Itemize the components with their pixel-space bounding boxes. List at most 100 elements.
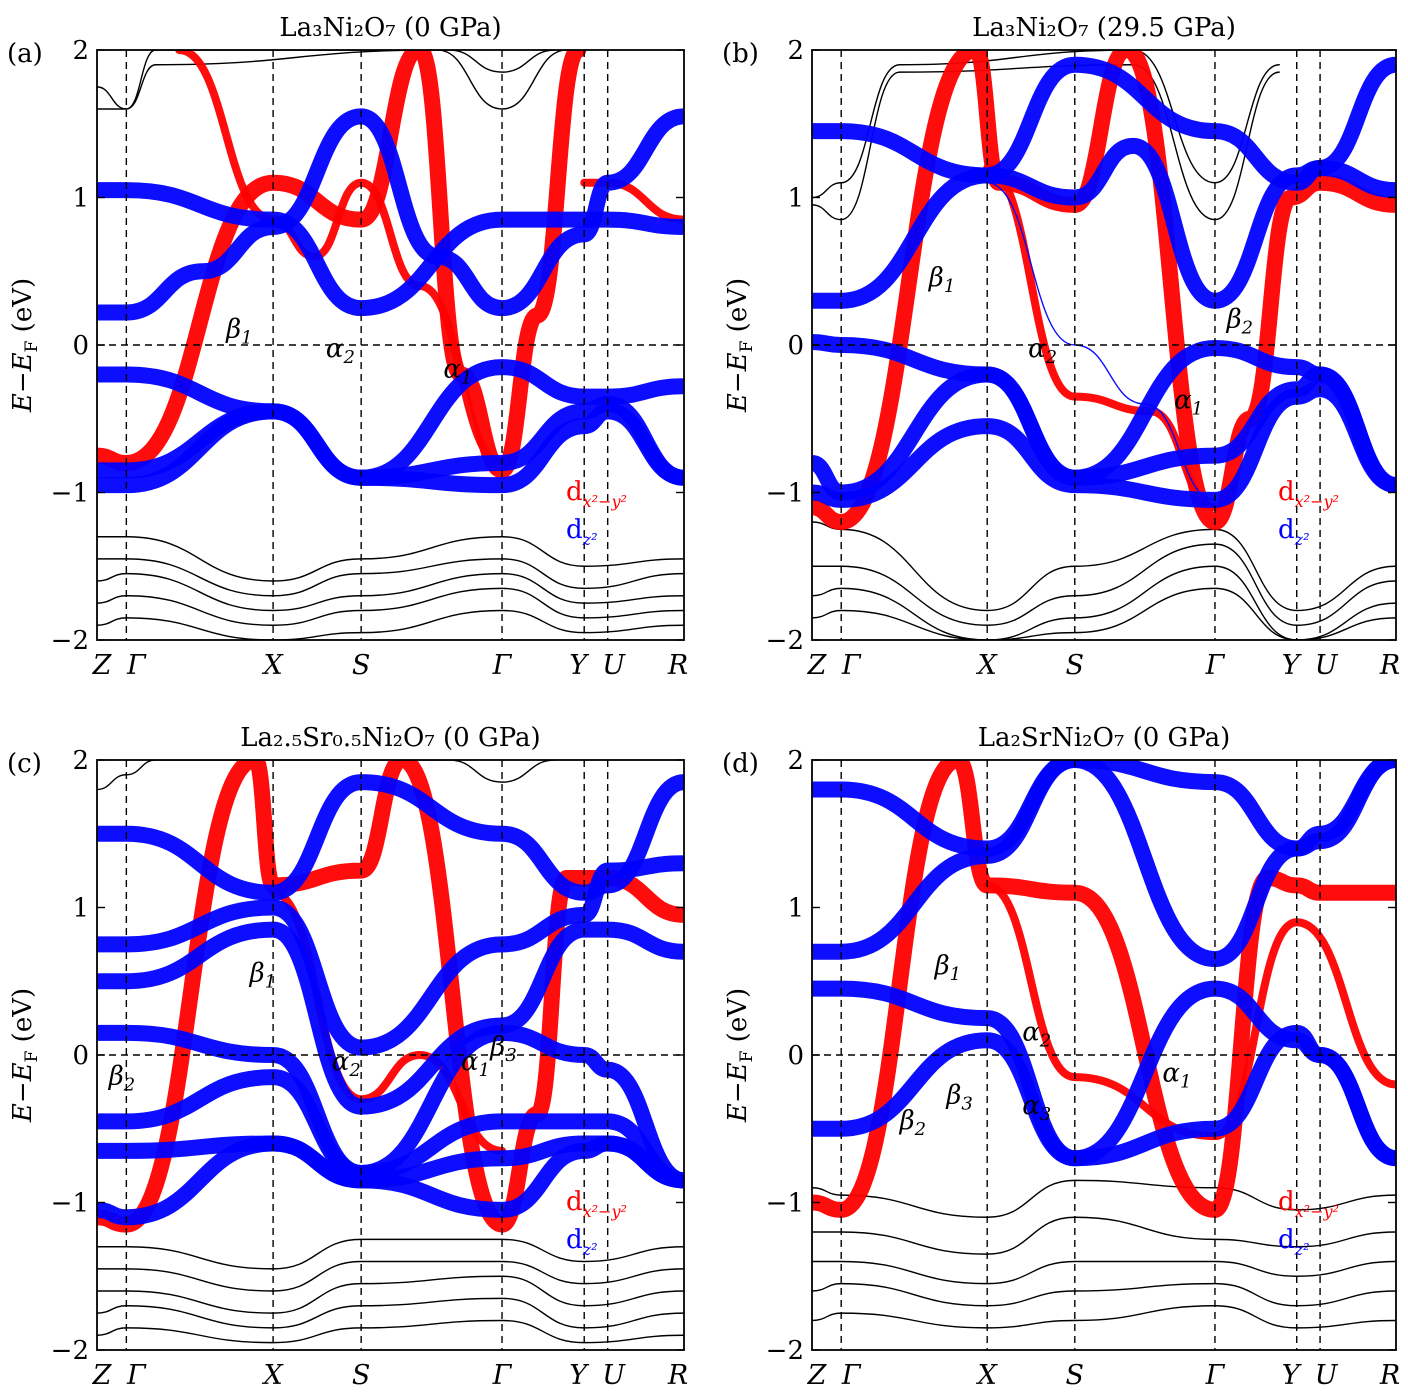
band-annotation: β2 — [899, 1106, 926, 1140]
y-tick-label: 0 — [72, 331, 89, 361]
k-point-label: Γ — [492, 650, 513, 681]
panel-label: (c) — [7, 749, 42, 779]
legend-dz2: dz² — [566, 515, 598, 549]
y-axis-subscript: F — [737, 1050, 757, 1062]
k-point-label: R — [1379, 1360, 1400, 1391]
band-annotation-sub: 1 — [241, 328, 252, 349]
legend-dz2-sub: z² — [582, 1240, 598, 1259]
legend-d-red: d — [566, 477, 583, 507]
band-annotation: α1 — [1174, 385, 1203, 419]
band-blue-10 — [97, 921, 684, 1115]
k-point-label: Γ — [841, 1360, 862, 1391]
k-point-label: U — [602, 1360, 626, 1391]
y-tick-label: 2 — [72, 36, 89, 66]
band-annotation-sub: 1 — [944, 276, 955, 297]
band-annotation: β1 — [934, 951, 961, 985]
y-axis-symbol-fermi: −E — [8, 1062, 38, 1103]
band-black-4 — [97, 1297, 684, 1329]
y-axis-symbol: E — [723, 393, 753, 413]
k-point-label: Y — [569, 1360, 589, 1391]
band-red-8 — [175, 50, 507, 467]
y-tick-label: 1 — [72, 894, 89, 924]
k-point-label: S — [352, 1360, 371, 1391]
k-point-label: R — [667, 1360, 688, 1391]
band-annotation-sub: 3 — [961, 1094, 972, 1115]
band-annotation: β1 — [928, 263, 955, 297]
y-tick-label: −1 — [766, 1189, 804, 1219]
band-blue-14 — [97, 1135, 684, 1226]
y-axis-unit: (eV) — [8, 278, 38, 341]
k-point-label: Z — [807, 1360, 828, 1391]
band-blue-8 — [812, 760, 1396, 960]
band-annotation: α2 — [1028, 334, 1057, 368]
y-tick-label: −2 — [51, 626, 89, 656]
y-tick-label: −1 — [766, 479, 804, 509]
band-black-1 — [97, 1238, 684, 1270]
band-black-3 — [812, 1282, 1396, 1307]
band-annotation-sub: 1 — [1192, 398, 1203, 419]
legend-dz2: dz² — [1278, 515, 1310, 549]
band-annotation-sub: 2 — [1241, 317, 1253, 338]
y-tick-label: 1 — [787, 894, 804, 924]
k-point-label: Z — [92, 1360, 113, 1391]
y-axis-label: E−EF (eV) — [8, 278, 42, 413]
band-blue-12 — [97, 1069, 684, 1189]
k-point-label: Γ — [492, 1360, 513, 1391]
band-annotation-sub: 1 — [265, 971, 276, 992]
k-point-label: Γ — [1205, 650, 1226, 681]
y-axis-unit: (eV) — [8, 988, 38, 1051]
band-black-3 — [97, 558, 684, 597]
y-tick-label: −2 — [51, 1336, 89, 1366]
legend-dx2-y2-sub: x²−y² — [1295, 492, 1339, 511]
k-point-label: X — [261, 650, 284, 681]
k-point-label: S — [352, 650, 371, 681]
legend-dz2: dz² — [1278, 1225, 1310, 1259]
band-red-6 — [983, 881, 1396, 1141]
k-point-label: Y — [569, 650, 589, 681]
band-annotation: β1 — [225, 315, 252, 349]
k-point-label: X — [976, 1360, 999, 1391]
band-annotation: β2 — [108, 1062, 135, 1096]
y-axis-symbol: E — [8, 1103, 38, 1123]
band-blue-14 — [97, 403, 684, 494]
y-tick-label: 1 — [787, 184, 804, 214]
k-point-label: Γ — [841, 650, 862, 681]
panel-label: (d) — [722, 749, 759, 779]
band-annotation-sub: 2 — [348, 1060, 360, 1081]
k-point-label: S — [1066, 1360, 1085, 1391]
legend-dz2-sub: z² — [1294, 1240, 1310, 1259]
legend-dz2-sub: z² — [582, 530, 598, 549]
band-black-2 — [812, 521, 1396, 612]
y-axis-subscript: F — [22, 1050, 42, 1062]
panel-title: La₂SrNi₂O₇ (0 GPa) — [978, 723, 1231, 753]
k-point-label: S — [1066, 650, 1085, 681]
legend-dx2-y2: dx²−y² — [566, 1187, 627, 1221]
band-red-6 — [97, 760, 684, 1233]
band-annotation-sub: 2 — [1039, 1030, 1051, 1051]
y-axis-subscript: F — [737, 340, 757, 352]
legend-d-red: d — [1278, 1187, 1295, 1217]
y-axis-subscript: F — [22, 340, 42, 352]
band-black-6 — [97, 609, 684, 640]
legend-d-red: d — [566, 1187, 583, 1217]
band-annotation: β3 — [489, 1032, 516, 1066]
y-axis-symbol-fermi: −E — [8, 352, 38, 393]
band-annotation-sub: 2 — [123, 1075, 135, 1096]
y-axis-label: E−EF (eV) — [8, 988, 42, 1123]
band-annotation-sub: 1 — [950, 964, 961, 985]
y-tick-label: −1 — [51, 479, 89, 509]
band-annotation-sub: 1 — [461, 367, 472, 388]
band-annotation-sub: 1 — [1180, 1072, 1191, 1093]
legend-d-blue: d — [1278, 1225, 1295, 1255]
legend-d-blue: d — [566, 515, 583, 545]
band-annotation-sub: 1 — [479, 1060, 490, 1081]
legend-dz2: dz² — [566, 1225, 598, 1259]
band-black-5 — [97, 1319, 684, 1344]
panel-title: La₃Ni₂O₇ (29.5 GPa) — [972, 13, 1236, 43]
band-black-2 — [812, 1260, 1396, 1285]
band-annotation-sub: 2 — [1045, 347, 1057, 368]
y-axis-label: E−EF (eV) — [723, 988, 757, 1123]
k-point-label: U — [1315, 650, 1339, 681]
